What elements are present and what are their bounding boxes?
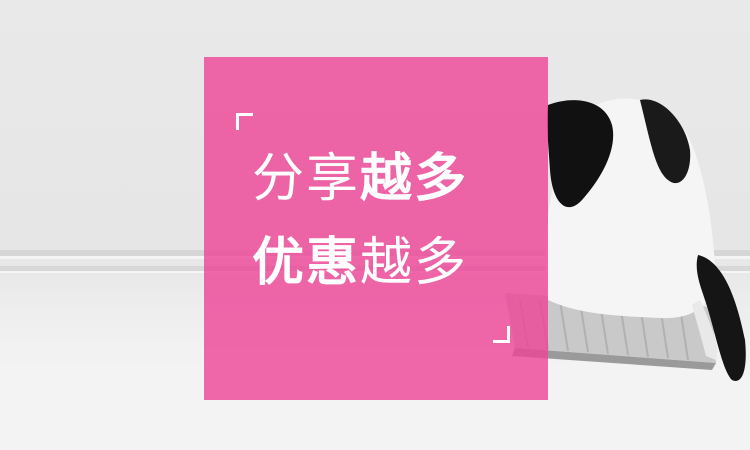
headline-line-2: 优惠越多 bbox=[252, 233, 468, 293]
headline-line-2-light: 越多 bbox=[360, 233, 469, 293]
headline-line-1-bold: 越多 bbox=[360, 149, 469, 209]
promo-overlay: 分享越多 优惠越多 bbox=[204, 57, 548, 400]
headline-line-2-bold: 优惠 bbox=[252, 233, 361, 293]
corner-bracket-top-left bbox=[236, 113, 253, 130]
headline-line-1: 分享越多 bbox=[252, 149, 468, 209]
headline-line-1-light: 分享 bbox=[252, 149, 361, 209]
corner-bracket-bottom-right bbox=[493, 326, 510, 343]
